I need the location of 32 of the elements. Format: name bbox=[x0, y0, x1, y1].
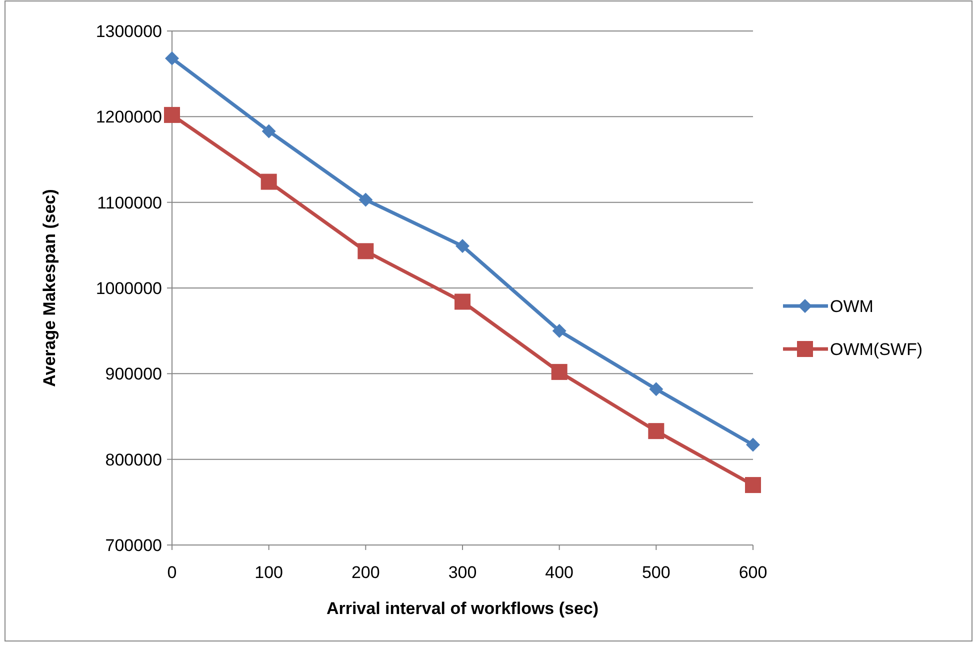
point bbox=[165, 51, 179, 66]
x-tick-label: 200 bbox=[351, 563, 380, 582]
point bbox=[262, 124, 276, 138]
x-tick-label: 600 bbox=[738, 563, 768, 582]
x-tick-label: 400 bbox=[545, 563, 574, 582]
x-tick-label: 0 bbox=[167, 563, 177, 582]
x-tick-label: 500 bbox=[642, 563, 670, 582]
y-tick-label: 800000 bbox=[105, 450, 162, 470]
x-tick-label: 100 bbox=[254, 563, 284, 582]
y-tick-label: 1100000 bbox=[97, 193, 162, 212]
y-tick-label: 1000000 bbox=[96, 279, 162, 298]
point bbox=[551, 364, 568, 380]
y-tick-label: 700000 bbox=[105, 536, 162, 555]
y-axis-title: Average Makespan (sec) bbox=[40, 189, 59, 387]
point bbox=[164, 106, 180, 123]
y-tick-label: 1300000 bbox=[96, 22, 162, 41]
point bbox=[454, 294, 470, 310]
x-axis-title: Arrival interval of workflows (sec) bbox=[326, 599, 599, 618]
legend-label: OWM(SWF) bbox=[830, 340, 923, 359]
point bbox=[358, 243, 374, 260]
point bbox=[746, 438, 760, 452]
point bbox=[260, 174, 277, 190]
x-tick-label: 300 bbox=[448, 563, 477, 582]
point bbox=[456, 239, 470, 254]
point bbox=[648, 423, 664, 440]
point bbox=[649, 382, 664, 396]
point bbox=[358, 192, 373, 207]
point bbox=[552, 324, 566, 338]
point bbox=[745, 477, 761, 494]
legend-label: OWM bbox=[830, 297, 874, 316]
y-tick-label: 1200000 bbox=[96, 108, 162, 127]
y-tick-label: 900000 bbox=[105, 364, 162, 384]
